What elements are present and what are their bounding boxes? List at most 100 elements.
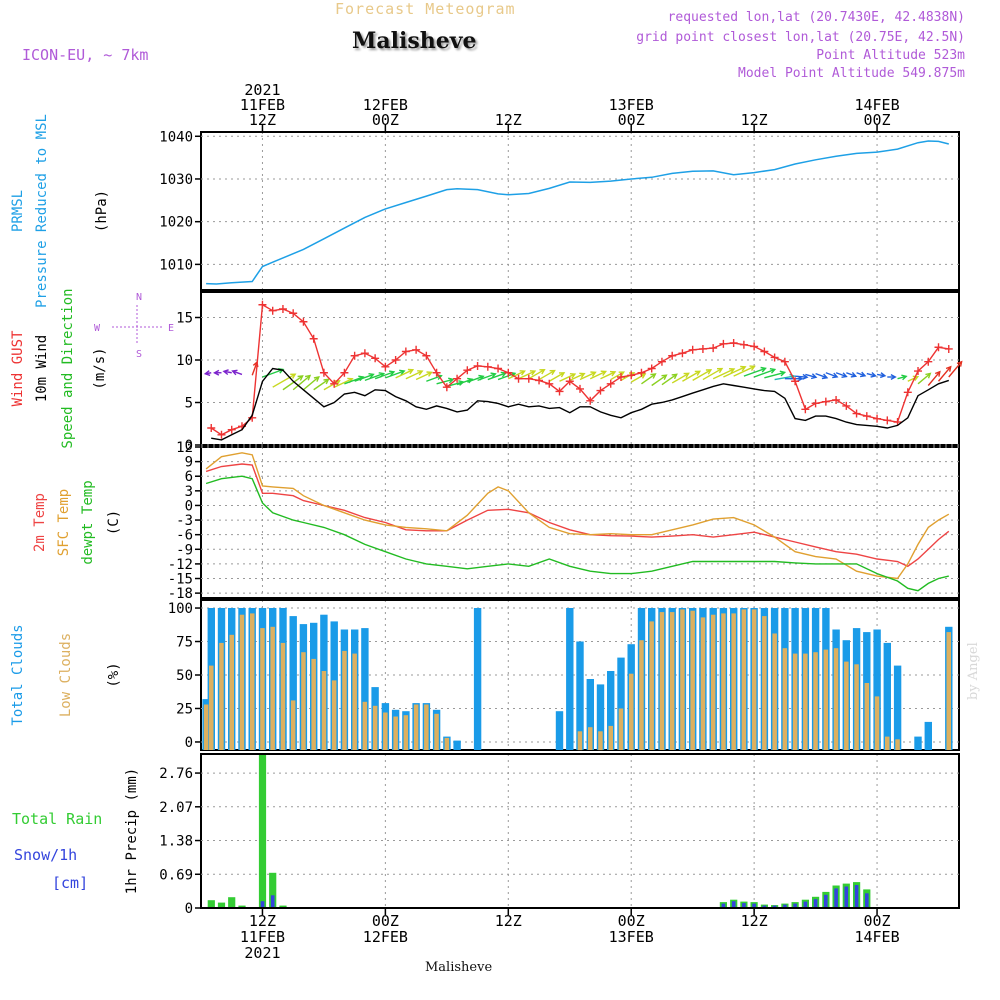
wind-barb [232, 370, 243, 376]
snow-precip-bar [783, 904, 787, 908]
wind-barb-head [490, 372, 497, 379]
total-cloud-bar [924, 721, 932, 750]
wind-barb-head [870, 371, 877, 378]
panel-ylabel: 2m Temp [32, 493, 48, 552]
wind-barb [436, 378, 454, 385]
total-cloud-bar [555, 711, 564, 750]
requested-location: requested lon,lat (20.7430E, 42.4838N) [667, 10, 965, 25]
snow-precip-bar [834, 888, 838, 908]
compass-rose: N W E S [94, 292, 174, 360]
wind-barb [456, 378, 473, 386]
gust-marker [760, 347, 769, 356]
point-altitude: Point Altitude 523m [816, 48, 965, 63]
wind-barb-head [810, 373, 818, 380]
low-cloud-bar [383, 712, 388, 750]
gust-marker [463, 366, 472, 375]
gust-marker [299, 317, 308, 326]
gust-marker [391, 356, 400, 364]
wind-barb-head [821, 373, 829, 380]
gust-marker [811, 399, 820, 408]
wind-barb-head [549, 369, 556, 376]
y-tick-label: 1030 [159, 172, 193, 188]
wind-barb-head [879, 372, 887, 379]
wind-barb-head [890, 373, 897, 381]
low-cloud-bar [680, 609, 685, 750]
snow-precip-bar [772, 905, 777, 908]
pressure-line [206, 140, 949, 285]
panel-ylabel: Wind GUST [10, 330, 26, 406]
gust-marker [473, 361, 482, 370]
gust-marker [227, 425, 236, 434]
gust-marker [647, 364, 656, 373]
y-tick-label: 0 [185, 498, 193, 514]
y-tick-label: 3 [185, 484, 193, 500]
low-cloud-bar [792, 653, 798, 750]
low-cloud-bar [854, 664, 859, 750]
low-cloud-bar [598, 731, 603, 751]
precip-label-cm: [cm] [52, 874, 88, 892]
gust-marker [545, 379, 554, 388]
wind-barb-head [716, 367, 724, 374]
wind-barb [292, 375, 311, 391]
wind-barb [262, 368, 284, 378]
gust-marker [442, 383, 451, 392]
rain-precip-bar [238, 905, 246, 908]
wind-barb-head [417, 370, 424, 376]
low-cloud-bar [290, 700, 296, 750]
y-tick-label: 1020 [159, 215, 193, 231]
low-cloud-bar [700, 617, 706, 750]
y-tick-label: -12 [168, 557, 193, 573]
panel-frame-temperature [200, 446, 960, 599]
y-tick-label: 12 [176, 440, 193, 456]
low-cloud-bar [649, 621, 654, 750]
wind-barb-head [448, 377, 455, 384]
y-tick-label: 0.69 [159, 867, 193, 883]
wind-barb [825, 372, 838, 378]
wind-barb [354, 373, 374, 382]
low-cloud-bar [659, 612, 665, 750]
total-cloud-bar [566, 608, 574, 750]
gust-marker [422, 351, 431, 360]
y-tick-label: 2.76 [159, 766, 193, 782]
wind-barb [333, 378, 353, 388]
total-cloud-bar [914, 736, 922, 750]
top-time-label: 12Z [741, 111, 768, 129]
bottom-time-label: 12FEB [363, 928, 408, 946]
model-label: ICON-EU, ~ 7km [22, 46, 149, 64]
wind-barb-head [618, 371, 625, 377]
wind-barb-head [694, 370, 702, 376]
low-cloud-bar [372, 705, 378, 750]
wind-barb [764, 371, 785, 379]
low-cloud-bar [352, 653, 357, 750]
wind-barb-head [297, 375, 304, 381]
wind-barb [344, 376, 364, 385]
wind-barb [712, 368, 735, 380]
footer-location: Malisheve [425, 960, 493, 975]
gust-marker [514, 374, 523, 383]
low-cloud-bar [270, 626, 275, 750]
wind-barb-head [278, 368, 285, 374]
wind-barb-head [956, 360, 963, 367]
snow-precip-bar [844, 886, 849, 908]
gust-line [210, 303, 949, 436]
low-cloud-bar [219, 642, 224, 750]
panel-ylabel: 10m Wind [34, 335, 50, 402]
total-cloud-bar [473, 608, 482, 750]
wind-barb [682, 370, 701, 382]
gust-marker [606, 379, 615, 388]
low-cloud-bar [885, 736, 890, 750]
wind-barb [733, 365, 755, 377]
gust-marker [637, 368, 646, 377]
low-cloud-bar [629, 673, 634, 750]
wind-barb [415, 371, 432, 381]
wind-barb [272, 373, 296, 388]
low-cloud-bar [362, 701, 368, 750]
gust-marker [207, 424, 216, 432]
compass-label-w: W [94, 323, 101, 334]
precip-label-snow: Snow/1h [14, 846, 77, 864]
gust-marker [668, 351, 677, 360]
gust-marker [381, 362, 390, 371]
wind-barb [835, 372, 847, 378]
low-cloud-bar [864, 683, 870, 750]
gust-marker [340, 368, 349, 377]
